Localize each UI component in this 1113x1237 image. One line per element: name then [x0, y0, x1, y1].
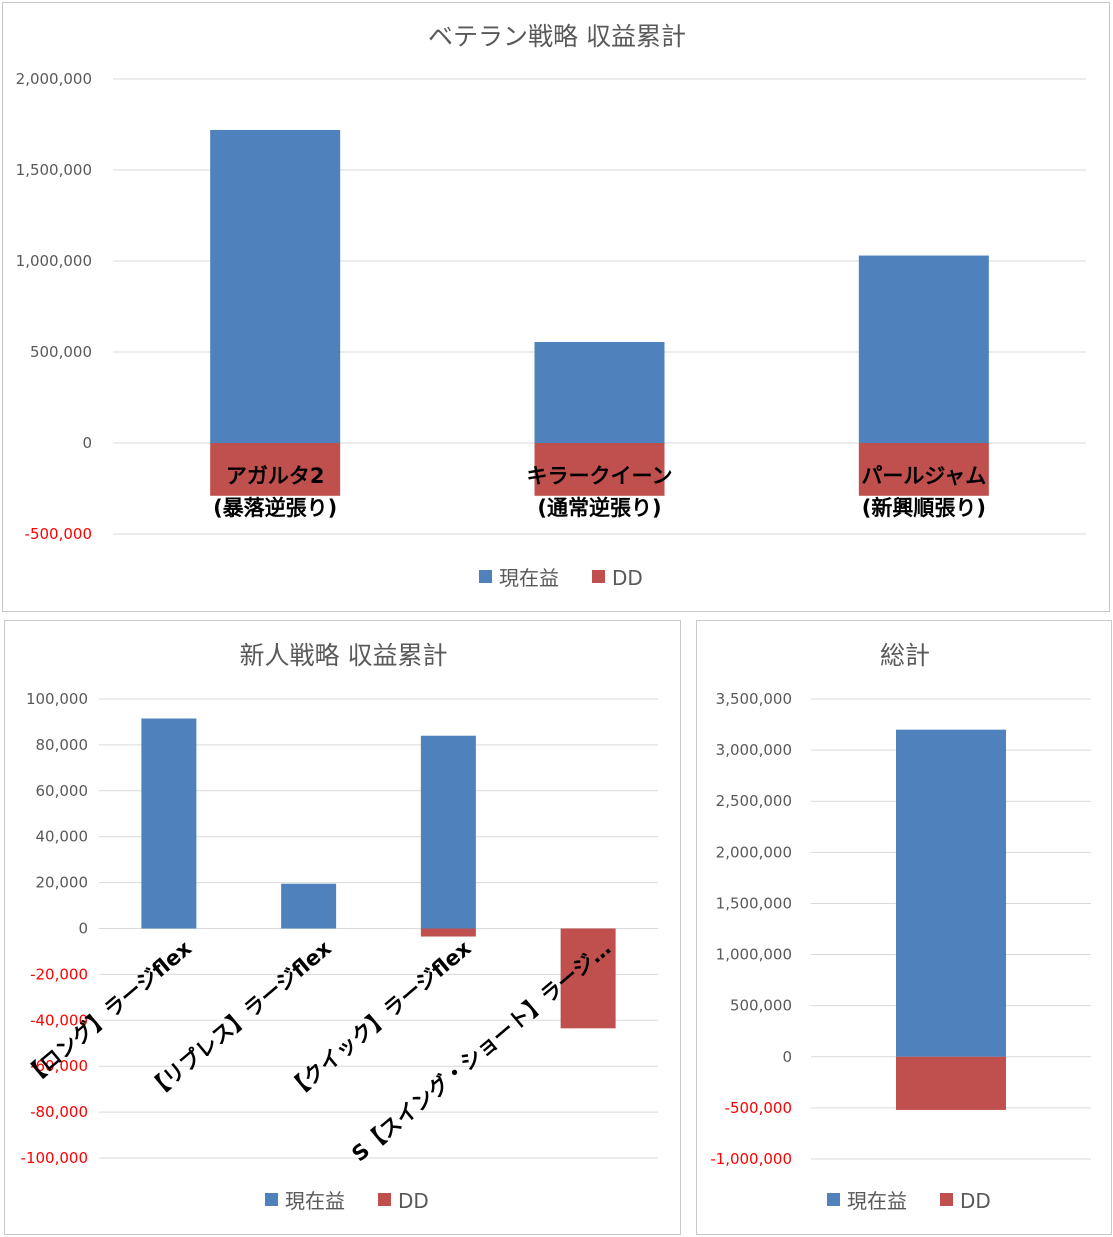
y-tick-label: -20,000 [30, 965, 88, 983]
rookie-chart-panel: 新人戦略 収益累計 100,000 80,000 60,000 40,000 20,000… [4, 620, 681, 1235]
legend-label-dd: DD [612, 566, 643, 590]
legend-swatch-current [827, 1193, 840, 1206]
y-tick-label: -60,000 [30, 1057, 88, 1075]
bar-dd [858, 443, 989, 496]
category-label: アガルタ2 [226, 464, 325, 488]
y-tick-label: -40,000 [30, 1011, 88, 1029]
chart-title: ベテラン戦略 収益累計 [428, 22, 686, 51]
y-tick-label: 20,000 [36, 874, 89, 892]
veteran-chart: ベテラン戦略 収益累計 2,000,000 1,500,000 1,000,000 50… [16, 22, 1086, 590]
bar-dd [420, 928, 476, 937]
total-chart-panel: 総計 3,500,000 3,000,000 2,500,000 2,000,000 1,… [696, 620, 1112, 1235]
y-tick-label: 1,000,000 [16, 252, 92, 270]
category-label: S【スイング・ショート】ラージ… [347, 936, 615, 1166]
chart-title: 新人戦略 収益累計 [240, 641, 448, 670]
bar-dd [560, 928, 616, 1029]
bar-current [281, 883, 337, 929]
y-tick-label: 40,000 [36, 828, 89, 846]
bar-current [420, 735, 476, 929]
bar-current [210, 129, 341, 443]
legend-label-current: 現在益 [847, 1189, 907, 1213]
legend-swatch-current [265, 1193, 278, 1206]
y-tick-label: 3,500,000 [716, 690, 792, 708]
legend-swatch-dd [592, 570, 605, 583]
y-tick-label: 60,000 [36, 782, 89, 800]
bar-current [534, 341, 665, 443]
y-tick-label: -500,000 [25, 525, 92, 543]
rookie-chart: 新人戦略 収益累計 100,000 80,000 60,000 40,000 20,000… [19, 641, 658, 1213]
veteran-chart-panel: ベテラン戦略 収益累計 2,000,000 1,500,000 1,000,000 50… [2, 2, 1110, 612]
y-tick-label: -100,000 [21, 1149, 88, 1167]
legend-label-current: 現在益 [499, 566, 559, 590]
y-tick-label: -500,000 [725, 1099, 792, 1117]
bar-dd [534, 443, 665, 496]
bar-dd [210, 443, 341, 496]
y-tick-label: 0 [782, 1048, 792, 1066]
legend-swatch-dd [378, 1193, 391, 1206]
category-label: (通常逆張り) [537, 496, 661, 520]
legend-label-dd: DD [398, 1189, 429, 1213]
legend-label-current: 現在益 [285, 1189, 345, 1213]
y-tick-label: 100,000 [26, 690, 88, 708]
y-tick-label: 2,000,000 [16, 70, 92, 88]
legend-swatch-current [479, 570, 492, 583]
y-tick-label: 1,000,000 [716, 946, 792, 964]
chart-title: 総計 [880, 641, 930, 670]
bar-current [141, 718, 197, 929]
legend-label-dd: DD [960, 1189, 991, 1213]
category-label: (新興順張り) [862, 496, 986, 520]
y-tick-label: 500,000 [730, 997, 792, 1015]
y-tick-label: 80,000 [36, 736, 89, 754]
bar-current [858, 255, 989, 443]
category-label: パールジャム [861, 464, 986, 488]
y-tick-label: 2,500,000 [716, 792, 792, 810]
y-tick-label: 1,500,000 [16, 161, 92, 179]
y-tick-label: 2,000,000 [716, 843, 792, 861]
y-tick-label: 0 [82, 434, 92, 452]
y-tick-label: 1,500,000 [716, 894, 792, 912]
y-tick-label: -80,000 [30, 1103, 88, 1121]
legend-swatch-dd [940, 1193, 953, 1206]
y-tick-label: 500,000 [30, 343, 92, 361]
y-tick-label: 0 [78, 920, 88, 938]
category-label: (暴落逆張り) [213, 496, 337, 520]
bar-current [896, 729, 1006, 1057]
y-tick-label: -1,000,000 [710, 1150, 792, 1168]
y-tick-label: 3,000,000 [716, 741, 792, 759]
category-label: キラークイーン [527, 464, 673, 488]
total-chart: 総計 3,500,000 3,000,000 2,500,000 2,000,000 1,… [710, 641, 1091, 1213]
bar-dd [896, 1056, 1006, 1110]
